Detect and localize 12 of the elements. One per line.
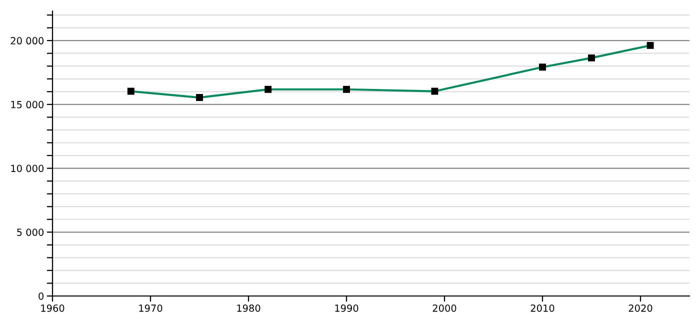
x-tick-label: 1980: [237, 304, 260, 312]
x-tick-label: 1970: [139, 304, 162, 312]
x-tick-label: 1990: [335, 304, 358, 312]
x-tick-label: 2010: [530, 304, 554, 312]
x-tick-label: 1960: [41, 304, 64, 312]
y-tick-label: 10 000: [11, 164, 44, 172]
y-tick-label: 20 000: [10, 37, 44, 44]
y-tick-label: 5 000: [17, 228, 44, 236]
y-tick-label: 15 000: [11, 100, 44, 108]
x-tick-label: 2020: [628, 304, 652, 312]
y-tick-label: 0: [38, 292, 44, 300]
x-tick-label: 2000: [432, 304, 456, 312]
